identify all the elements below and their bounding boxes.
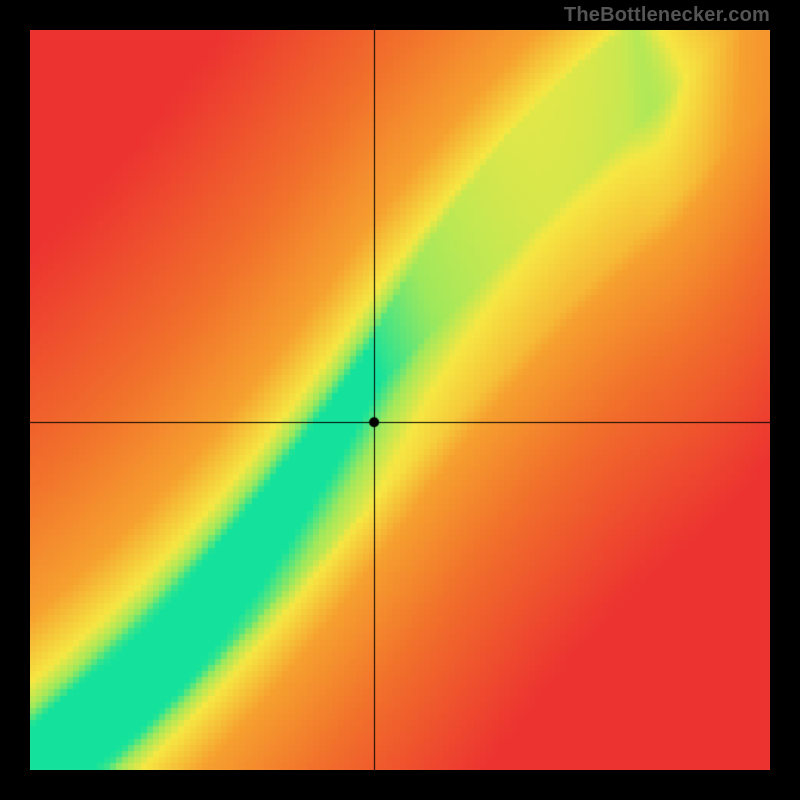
bottleneck-heatmap xyxy=(30,30,770,770)
watermark-text: TheBottlenecker.com xyxy=(564,4,770,27)
chart-frame: { "watermark": { "text": "TheBottlenecke… xyxy=(0,0,800,800)
